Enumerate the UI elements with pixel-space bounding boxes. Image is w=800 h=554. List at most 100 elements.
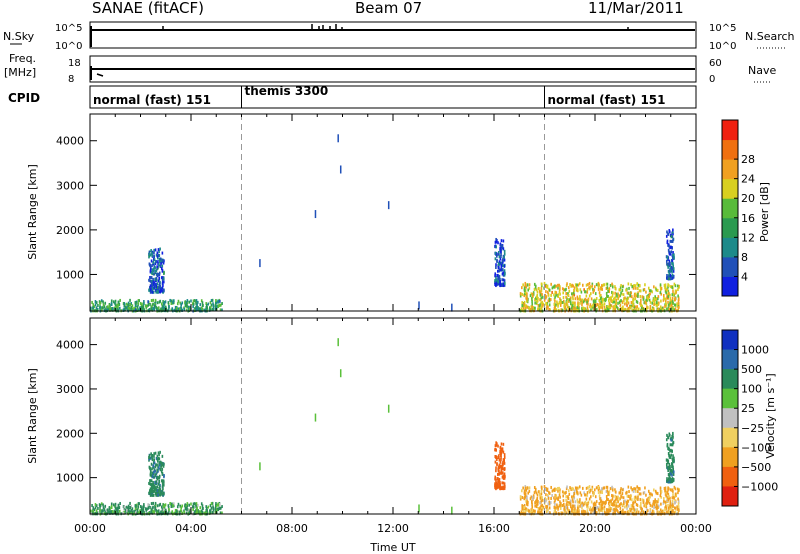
echo-cell <box>665 491 668 495</box>
echo-cell <box>582 300 585 304</box>
echo-cell <box>143 505 145 509</box>
echo-cell <box>540 495 543 499</box>
echo-cell <box>667 498 670 502</box>
echo-cell <box>645 493 647 497</box>
echo-cell <box>200 299 203 303</box>
echo-cell <box>497 262 500 266</box>
echo-cell <box>209 300 212 304</box>
echo-cell <box>553 284 556 288</box>
echo-cell <box>631 285 634 289</box>
echo-cell <box>583 491 585 495</box>
echo-cell <box>500 252 502 256</box>
echo-cell <box>531 497 534 501</box>
echo-cell <box>155 463 157 467</box>
echo-cell <box>627 301 630 305</box>
colorbar-segment <box>722 178 738 199</box>
echo-cell <box>140 508 143 512</box>
echo-cell <box>671 235 674 239</box>
echo-cell <box>570 487 572 491</box>
echo-cell <box>207 302 210 306</box>
echo-cell <box>619 506 622 510</box>
echo-cell <box>664 283 667 287</box>
echo-cell <box>497 250 500 254</box>
echo-cell <box>669 293 671 297</box>
colorbar-tick-label: 500 <box>741 363 762 376</box>
echo-cell <box>565 498 567 502</box>
echo-cell <box>202 303 204 307</box>
echo-cell <box>657 303 659 307</box>
echo-cell <box>649 503 652 507</box>
echo-cell <box>621 292 623 296</box>
echo-cell <box>587 283 589 287</box>
echo-cell <box>572 504 574 508</box>
echo-cell <box>668 496 670 500</box>
echo-cell <box>522 508 524 512</box>
echo-cell <box>534 487 537 491</box>
echo-cell <box>665 291 667 295</box>
echo-cell <box>668 307 671 311</box>
echo-cell <box>540 282 543 286</box>
echo-cell <box>212 305 215 309</box>
echo-cell <box>631 504 634 508</box>
echo-cell <box>562 491 565 495</box>
echo-cell <box>546 306 548 310</box>
freq-trace <box>90 66 695 80</box>
echo-cell <box>146 507 148 511</box>
echo-cell <box>571 495 574 499</box>
echo-cell <box>152 501 155 505</box>
echo-cell <box>671 489 674 493</box>
echo-cell <box>209 503 212 507</box>
echo-cell <box>150 282 153 286</box>
echo-cell <box>597 287 600 291</box>
echo-cell <box>592 506 594 510</box>
echo-cell <box>670 449 672 453</box>
echo-cell <box>119 298 121 302</box>
nsky-label: N.Sky <box>3 30 35 43</box>
echo-cell <box>157 262 159 266</box>
echo-cell <box>533 486 536 490</box>
echo-cell <box>579 298 582 302</box>
echo-cell <box>157 465 159 469</box>
echo-cell <box>150 485 153 489</box>
echo-cell <box>534 504 536 508</box>
echo-cell <box>522 305 524 309</box>
echo-cell <box>503 249 506 253</box>
echo-cell <box>521 292 524 296</box>
echo-cell <box>148 252 151 256</box>
echo-cell <box>632 501 635 505</box>
echo-cell <box>167 511 170 515</box>
echo-cell <box>600 305 603 309</box>
echo-cell <box>544 293 547 297</box>
echo-cell <box>646 508 648 512</box>
echo-cell <box>110 502 113 506</box>
echo-cell <box>531 296 533 300</box>
echo-cell <box>571 509 573 513</box>
echo-cell <box>592 490 594 494</box>
echo-cell <box>553 293 555 297</box>
echo-cell <box>671 300 674 304</box>
echo-cell <box>672 493 674 497</box>
echo-cell <box>152 306 154 310</box>
echo-cell <box>94 300 97 304</box>
echo-cell <box>576 283 578 287</box>
echo-cell <box>155 485 157 489</box>
echo-cell <box>180 306 182 310</box>
echo-cell <box>655 288 658 292</box>
echo-cell <box>639 487 641 491</box>
echo-cell <box>634 297 637 301</box>
echo-cell <box>633 284 635 288</box>
echo-cell <box>559 292 561 296</box>
echo-cell <box>571 306 573 310</box>
echo-cell <box>649 300 652 304</box>
echo-cell <box>154 266 156 270</box>
echo-cell <box>162 280 165 284</box>
echo-cell <box>630 295 633 299</box>
echo-cell <box>669 449 671 453</box>
echo-cell <box>176 505 179 509</box>
echo-cell <box>657 504 660 508</box>
echo-cell <box>566 500 568 504</box>
echo-cell <box>503 455 506 459</box>
echo-cell <box>149 479 152 483</box>
echo-cell <box>117 302 120 306</box>
echo-cell <box>593 488 596 492</box>
